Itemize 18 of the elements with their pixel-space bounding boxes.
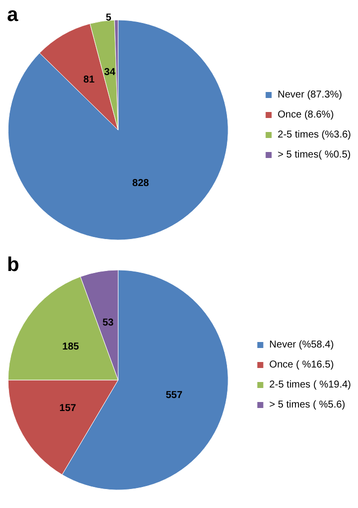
- data-label: 557: [166, 390, 183, 401]
- chart-title: a: [7, 4, 19, 26]
- legend-label: Never (%58.4): [269, 340, 334, 350]
- data-label: 157: [59, 403, 77, 414]
- legend-label: Once ( %16.5): [269, 360, 334, 370]
- chart-title: b: [7, 254, 20, 276]
- legend-label: 2-5 times (%3.6): [278, 130, 352, 140]
- data-label: 34: [104, 67, 116, 78]
- data-label: 81: [83, 74, 95, 86]
- legend-label: Never (87.3%): [278, 90, 342, 100]
- data-label: 185: [62, 341, 80, 352]
- data-label: 5: [106, 12, 112, 24]
- legend-label: > 5 times( %0.5): [278, 150, 351, 160]
- legend-label: > 5 times ( %5.6): [269, 400, 346, 410]
- legend-label: 2-5 times ( %19.4): [269, 380, 352, 390]
- data-label: 828: [132, 178, 150, 189]
- legend-label: Once (8.6%): [278, 110, 334, 120]
- data-label: 53: [102, 317, 114, 328]
